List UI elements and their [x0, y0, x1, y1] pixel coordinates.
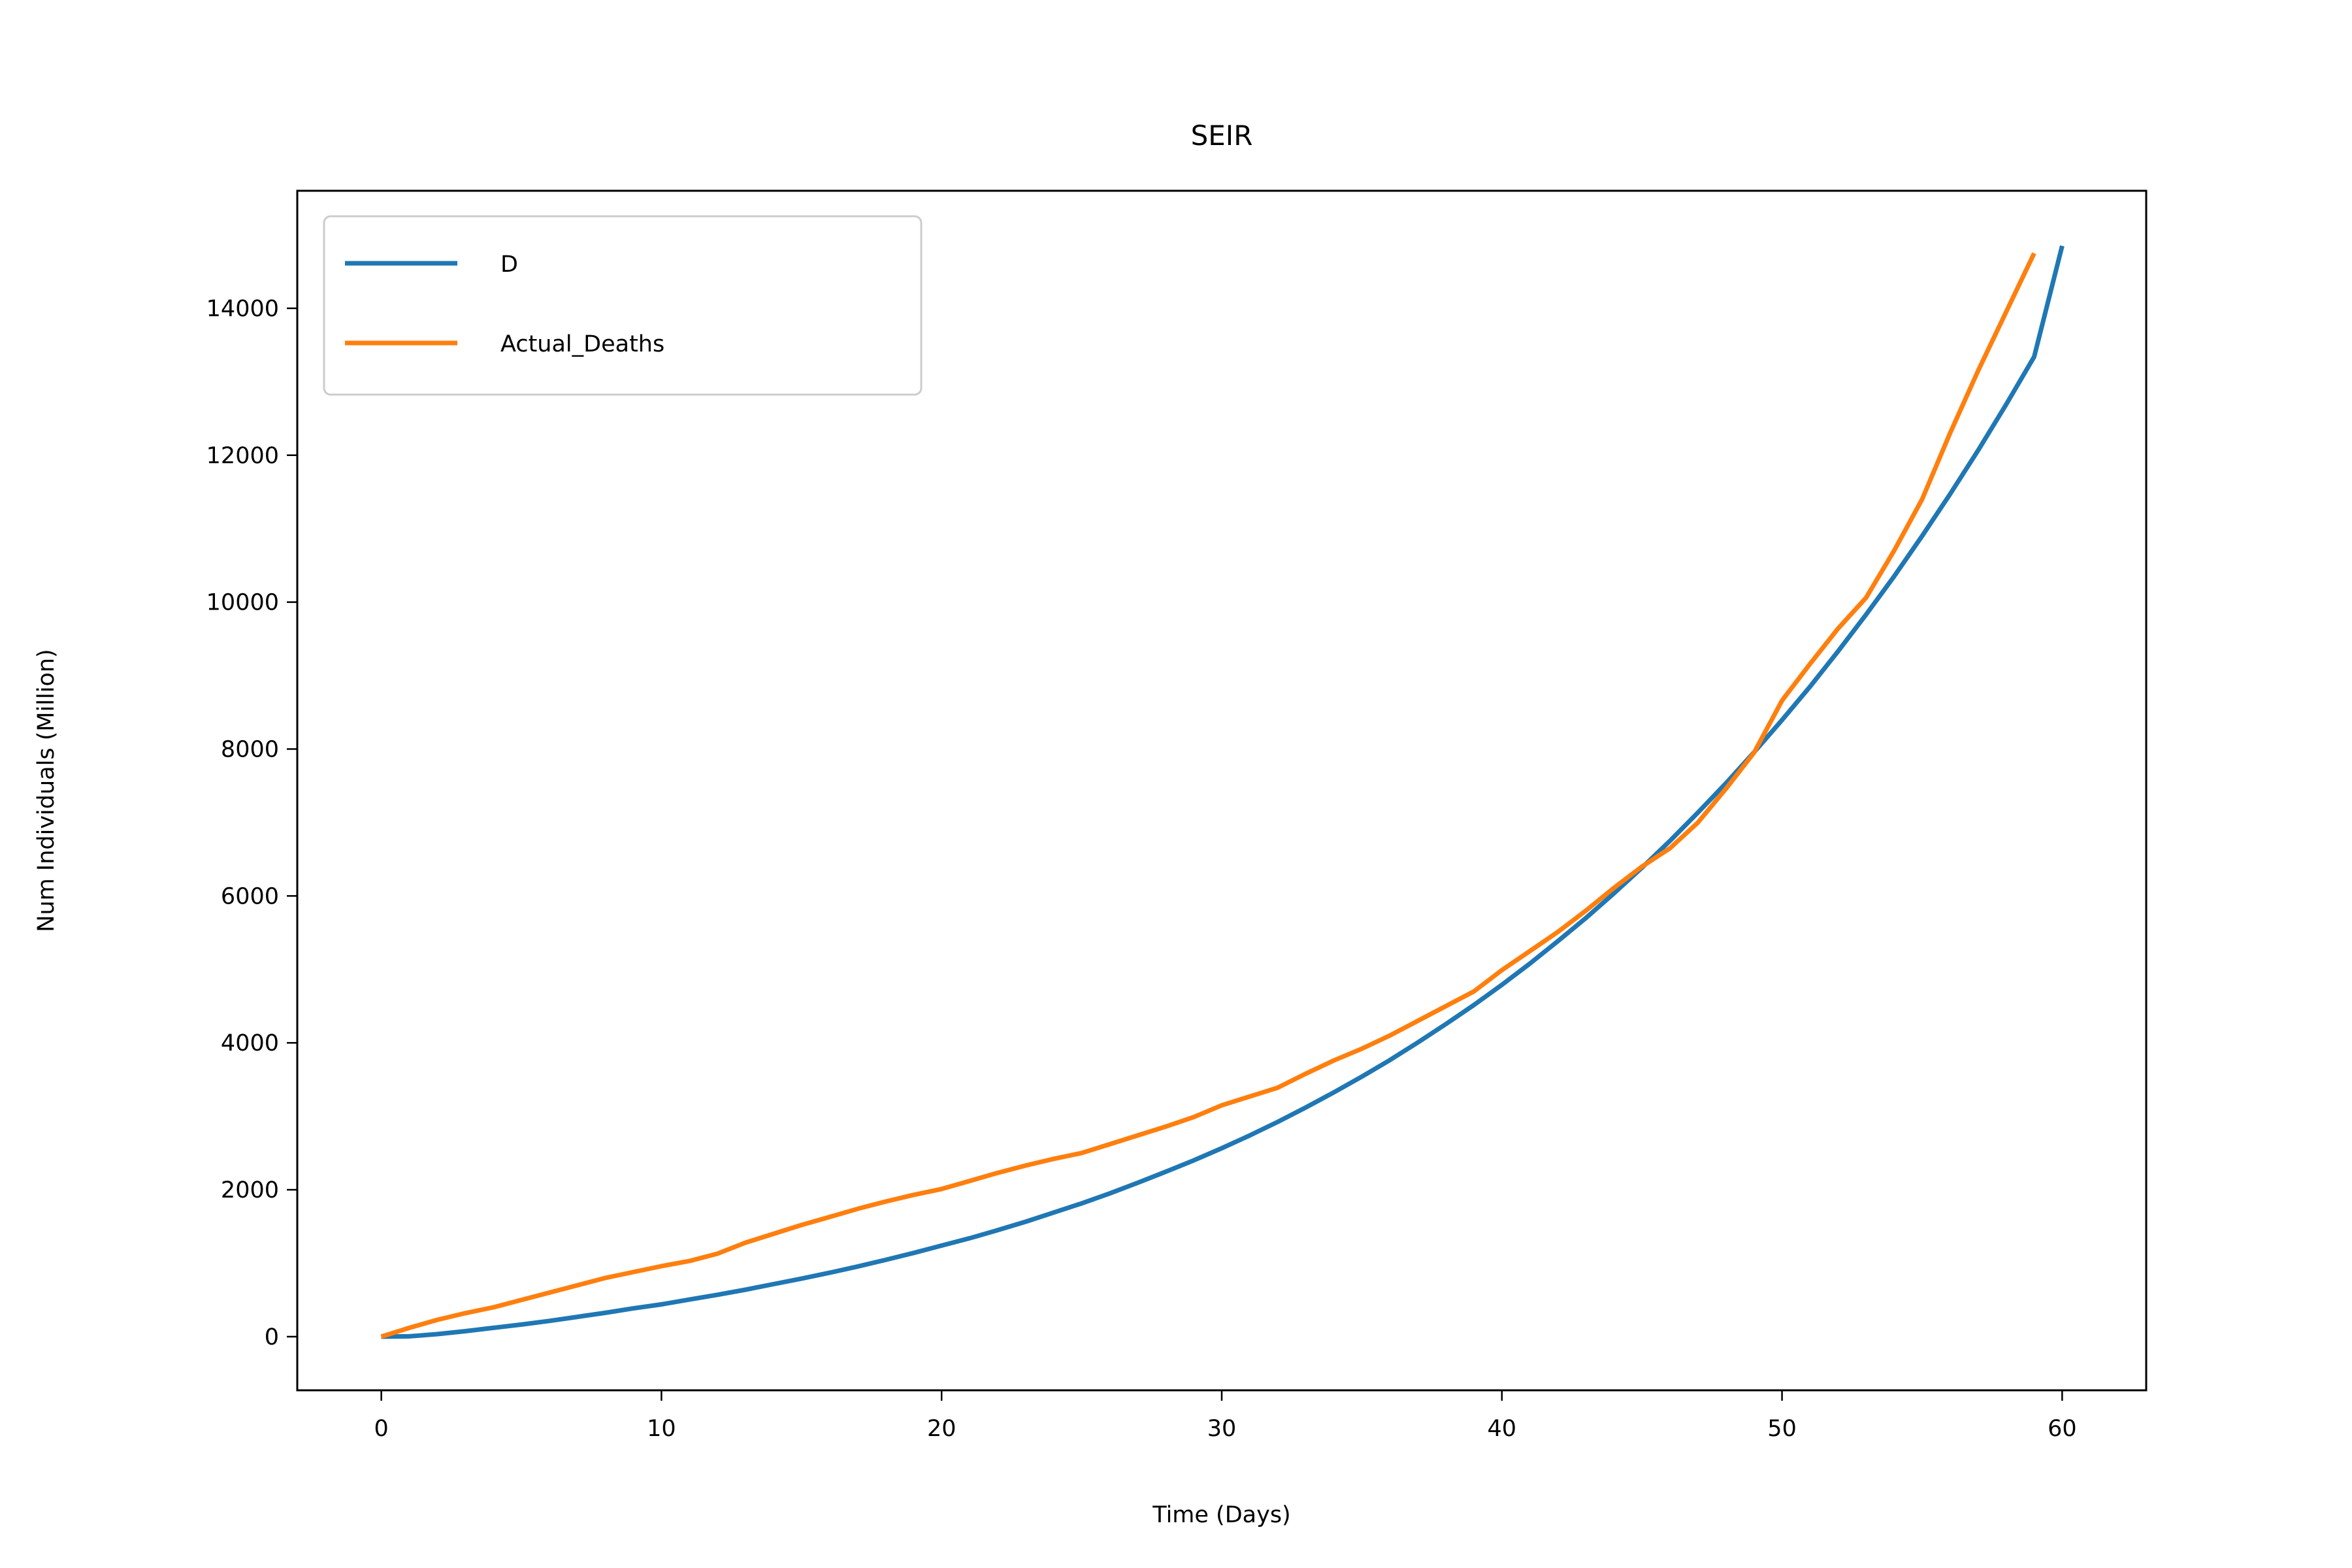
y-tick-label: 10000	[206, 590, 279, 616]
y-tick-label: 12000	[206, 443, 279, 469]
series-line-actual-deaths	[380, 252, 2036, 1339]
x-tick-label: 50	[1767, 1416, 1797, 1442]
legend: D Actual_Deaths	[323, 215, 923, 396]
legend-label: D	[500, 252, 518, 278]
x-tick-label: 30	[1207, 1416, 1237, 1442]
x-tick-label: 60	[2048, 1416, 2077, 1442]
series-line-d	[381, 245, 2065, 1339]
y-tick-label: 6000	[221, 883, 279, 909]
x-axis-ticks: 0 10 20 30 40 50 60	[374, 1390, 2077, 1442]
x-tick-label: 0	[374, 1416, 388, 1442]
y-axis-label: Num Individuals (Million)	[33, 649, 59, 932]
x-tick-label: 40	[1488, 1416, 1517, 1442]
legend-label: Actual_Deaths	[500, 331, 664, 357]
y-tick-label: 4000	[221, 1030, 279, 1056]
x-axis-label: Time (Days)	[1152, 1502, 1290, 1528]
x-tick-label: 20	[927, 1416, 956, 1442]
series-lines	[380, 245, 2065, 1339]
x-tick-label: 10	[647, 1416, 676, 1442]
y-axis-ticks: 0 2000 4000 6000 8000 10000 12000 14000	[206, 296, 297, 1350]
y-tick-label: 2000	[221, 1177, 279, 1203]
y-tick-label: 14000	[206, 296, 279, 322]
y-tick-label: 8000	[221, 736, 279, 762]
axes-frame	[296, 189, 2148, 1392]
legend-box	[323, 215, 923, 396]
chart-title: SEIR	[1191, 120, 1253, 152]
y-tick-label: 0	[265, 1324, 279, 1350]
